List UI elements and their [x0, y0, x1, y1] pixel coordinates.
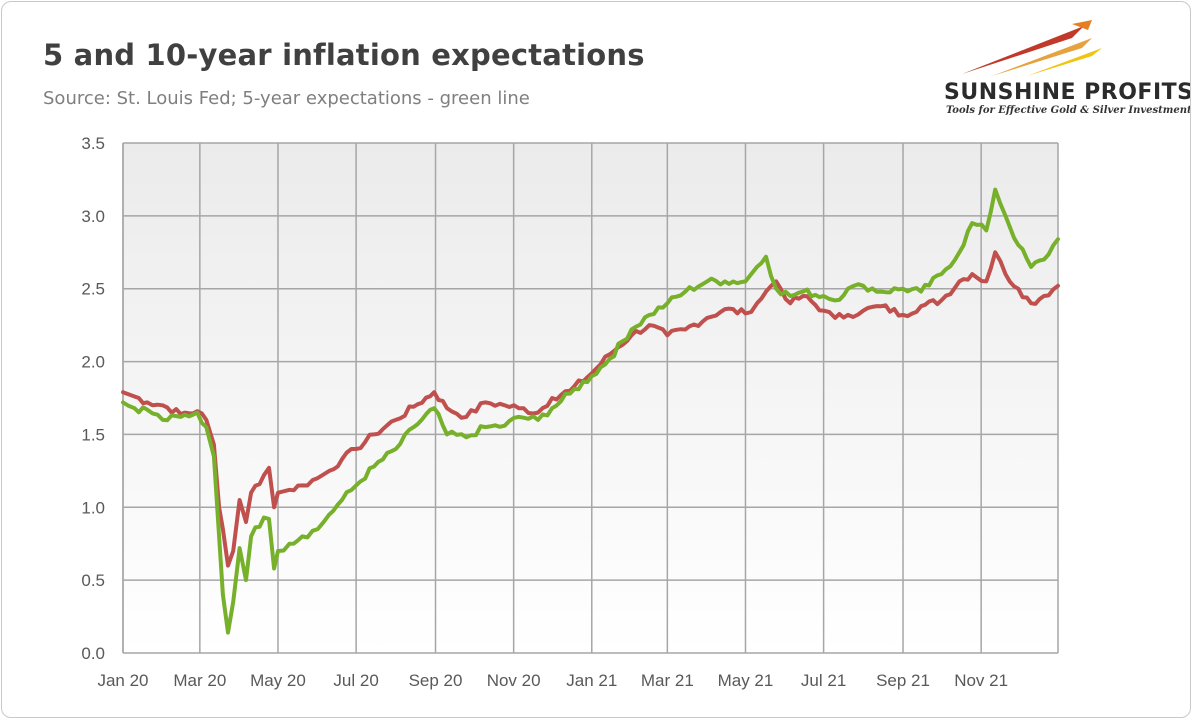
series-line-red [121, 250, 1060, 568]
x-tick-label: Jan 21 [566, 671, 617, 690]
x-tick-label: Sep 20 [409, 671, 463, 690]
x-tick-label: May 21 [718, 671, 774, 690]
y-tick-label: 1.0 [81, 498, 105, 517]
x-tick-label: Nov 20 [487, 671, 541, 690]
series-line-green [121, 187, 1060, 635]
x-tick-label: Sep 21 [876, 671, 930, 690]
x-tick-label: Jul 21 [801, 671, 846, 690]
chart-title: 5 and 10-year inflation expectations [43, 38, 645, 72]
x-tick-label: Nov 21 [954, 671, 1008, 690]
x-tick-label: Mar 20 [173, 671, 226, 690]
y-tick-label: 1.5 [81, 425, 105, 444]
x-tick-label: Jan 20 [97, 671, 148, 690]
y-axis: 0.0 0.5 1.0 1.5 2.0 2.5 3.0 3.5 [81, 134, 105, 663]
sunshine-profits-logo: SUNSHINE PROFITS Tools for Effective Gol… [932, 16, 1190, 126]
logo-arrows-icon [962, 20, 1102, 76]
x-tick-label: Mar 21 [641, 671, 694, 690]
series-group [121, 187, 1060, 635]
y-tick-label: 0.0 [81, 644, 105, 663]
y-tick-label: 0.5 [81, 571, 105, 590]
logo-name: SUNSHINE PROFITS [944, 80, 1191, 105]
x-tick-label: May 20 [250, 671, 306, 690]
plot-area [123, 143, 1058, 653]
x-axis: Jan 20 Mar 20 May 20 Jul 20 Sep 20 Nov 20 Jan … [97, 671, 1008, 690]
logo-tagline: Tools for Effective Gold & Silver Invest… [946, 105, 1191, 116]
y-tick-label: 3.5 [81, 134, 105, 153]
y-tick-label: 3.0 [81, 207, 105, 226]
y-tick-label: 2.5 [81, 280, 105, 299]
x-tick-label: Jul 20 [333, 671, 378, 690]
chart-subtitle: Source: St. Louis Fed; 5-year expectatio… [43, 88, 530, 109]
y-tick-label: 2.0 [81, 353, 105, 372]
